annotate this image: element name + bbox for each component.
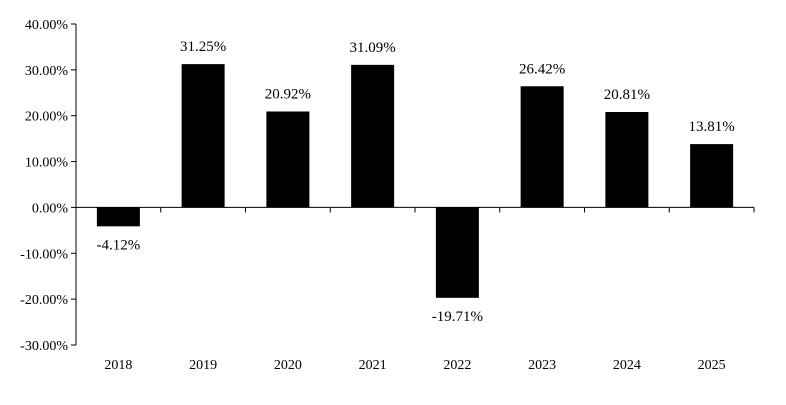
data-label-2019: 31.25% bbox=[180, 39, 226, 55]
bar-2018 bbox=[96, 207, 140, 227]
data-label-2024: 20.81% bbox=[604, 87, 650, 103]
bar-2021 bbox=[351, 64, 395, 208]
bar-2024 bbox=[605, 111, 649, 208]
data-label-2025: 13.81% bbox=[689, 119, 735, 135]
bar-2025 bbox=[690, 144, 734, 208]
y-tick-label: 30.00% bbox=[25, 64, 69, 79]
x-tick-label: 2020 bbox=[274, 358, 302, 373]
data-label-2018: -4.12% bbox=[97, 237, 141, 253]
bars bbox=[96, 64, 734, 298]
y-tick-label: -20.00% bbox=[20, 293, 68, 308]
x-tick-label: 2021 bbox=[359, 358, 387, 373]
y-tick-label: -30.00% bbox=[20, 339, 68, 354]
y-tick-label: 40.00% bbox=[25, 18, 69, 33]
data-label-2021: 31.09% bbox=[350, 40, 396, 56]
x-tick-label: 2018 bbox=[104, 358, 132, 373]
x-tick-label: 2023 bbox=[528, 358, 556, 373]
y-tick-label: 20.00% bbox=[25, 110, 69, 125]
y-tick-label: 10.00% bbox=[25, 156, 69, 171]
y-axis: 40.00% 30.00% 20.00% 10.00% 0.00% -10.00% -20.… bbox=[20, 18, 77, 354]
bar-2022 bbox=[435, 207, 479, 298]
x-tick-label: 2022 bbox=[443, 358, 471, 373]
x-axis: 2018 2019 2020 2021 2022 2023 2024 2025 bbox=[76, 206, 755, 373]
data-labels: -4.12% 31.25% 20.92% 31.09% -19.71% 26.42% 20.… bbox=[97, 39, 735, 325]
data-label-2022: -19.71% bbox=[432, 309, 483, 325]
bar-2020 bbox=[266, 111, 310, 208]
x-tick-label: 2025 bbox=[698, 358, 726, 373]
x-tick-label: 2024 bbox=[613, 358, 641, 373]
data-label-2020: 20.92% bbox=[265, 86, 311, 102]
y-tick-label: -10.00% bbox=[20, 247, 68, 262]
bar-2023 bbox=[520, 86, 564, 208]
y-tick-label: 0.00% bbox=[32, 201, 69, 216]
x-tick-label: 2019 bbox=[189, 358, 217, 373]
bar-2019 bbox=[181, 64, 225, 208]
data-label-2023: 26.42% bbox=[519, 61, 565, 77]
